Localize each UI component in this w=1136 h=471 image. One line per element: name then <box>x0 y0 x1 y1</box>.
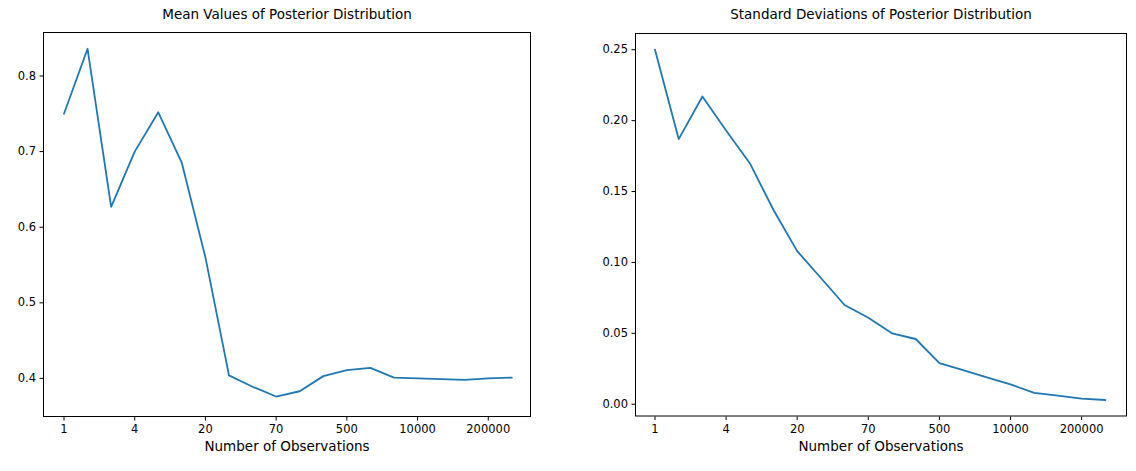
mean-chart-x-axis-label: Number of Observations <box>43 438 531 454</box>
x-tick-label: 4 <box>131 422 138 436</box>
y-tick-label: 0.15 <box>602 184 628 198</box>
y-tick-label: 0.8 <box>18 69 36 83</box>
x-tick-label: 200000 <box>1060 422 1104 436</box>
x-tick-label: 20 <box>198 422 213 436</box>
x-tick-label: 1 <box>651 422 658 436</box>
plot-frame <box>636 34 1127 417</box>
plot-frame <box>44 33 531 417</box>
mean-chart-title: Mean Values of Posterior Distribution <box>43 6 531 22</box>
x-tick-label: 500 <box>336 422 358 436</box>
y-tick-label: 0.4 <box>18 371 36 385</box>
figure: Mean Values of Posterior Distribution 14… <box>0 0 1136 471</box>
y-tick-label: 0.6 <box>18 220 36 234</box>
x-tick-label: 70 <box>269 422 284 436</box>
x-tick-label: 10000 <box>992 422 1029 436</box>
y-tick-label: 0.10 <box>602 255 628 269</box>
data-line <box>64 49 512 397</box>
x-tick-label: 200000 <box>466 422 510 436</box>
x-tick-label: 4 <box>722 422 729 436</box>
x-tick-label: 20 <box>790 422 805 436</box>
x-tick-label: 1 <box>60 422 67 436</box>
data-line <box>655 50 1105 400</box>
y-tick-label: 0.05 <box>602 326 628 340</box>
y-tick-label: 0.00 <box>602 397 628 411</box>
y-tick-label: 0.7 <box>18 144 36 158</box>
mean-chart-plot-area: 142070500100002000000.40.50.60.70.8 <box>43 32 531 417</box>
std-chart-x-axis-label: Number of Observations <box>635 438 1127 454</box>
y-tick-label: 0.20 <box>602 113 628 127</box>
x-tick-label: 70 <box>861 422 876 436</box>
x-tick-label: 10000 <box>399 422 436 436</box>
y-tick-label: 0.25 <box>602 42 628 56</box>
std-chart-plot-area: 142070500100002000000.000.050.100.150.20… <box>635 33 1127 417</box>
std-chart-title: Standard Deviations of Posterior Distrib… <box>635 6 1127 22</box>
y-tick-label: 0.5 <box>18 295 36 309</box>
x-tick-label: 500 <box>928 422 950 436</box>
